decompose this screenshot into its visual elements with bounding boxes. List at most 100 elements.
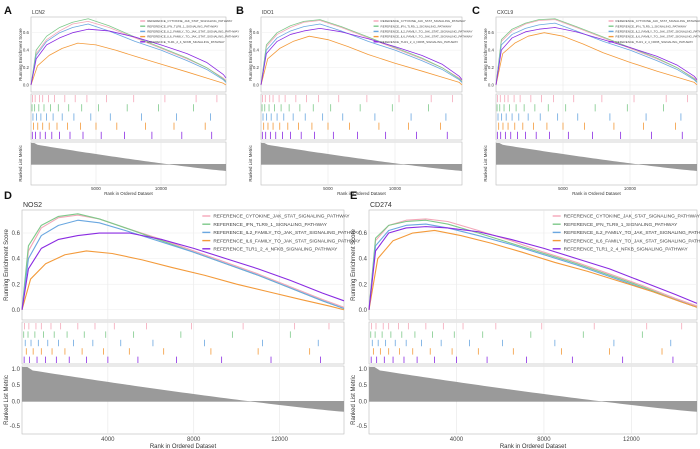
x-axis-label: Rank in Ordered Dataset (337, 191, 386, 196)
legend-label: REFERENCE_IL6_FAMILY_TO_JAK_STAT_SIGNALI… (564, 238, 700, 244)
legend-label: REFERENCE_IL2_FAMILY_TO_JAK_STAT_SIGNALI… (147, 29, 239, 33)
x-axis-label: Rank in Ordered Dataset (572, 191, 621, 196)
panel-title: NOS2 (23, 202, 42, 209)
panel-letter: D (4, 190, 12, 202)
hits-plot-frame (21, 321, 345, 365)
legend-label: REFERENCE_IFN_TLR9_1_SIGNALING_PATHWAY (213, 222, 327, 228)
ranked-metric-area (496, 143, 697, 171)
es-line-1 (21, 214, 345, 310)
legend-label: REFERENCE_IFN_TLR9_1_SIGNALING_PATHWAY (381, 24, 452, 28)
y-tick-label: 0.6 (488, 30, 495, 35)
y-tick-label: 0.6 (359, 231, 368, 237)
rank-axis-label: Ranked List Metric (248, 145, 253, 182)
legend-label: REFERENCE_IL6_FAMILY_TO_JAK_STAT_SIGNALI… (381, 35, 473, 39)
y-tick-label: 0.6 (12, 231, 21, 237)
main-plot-frame (368, 209, 698, 321)
y-axis-label: Running Enrichment Score (483, 28, 488, 81)
y-axis-label: Running Enrichment Score (248, 28, 253, 81)
legend-label: REFERENCE_CYTOKINE_JAK_STAT_SIGNALING_PA… (213, 214, 350, 220)
legend-label: REFERENCE_IL6_FAMILY_TO_JAK_STAT_SIGNALI… (213, 238, 361, 244)
x-axis-label: Rank in Ordered Dataset (500, 444, 567, 449)
x-tick-label: 8000 (187, 437, 201, 443)
legend-label: REFERENCE_IL2_FAMILY_TO_JAK_STAT_SIGNALI… (213, 230, 361, 236)
main-plot-frame (260, 16, 463, 93)
y-tick-label: 0.2 (23, 65, 30, 70)
panel-title: CXCL9 (497, 10, 513, 16)
rank-tick-label: 0.0 (359, 399, 368, 405)
ranked-metric-area (22, 367, 344, 412)
panel-letter: A (4, 5, 12, 17)
es-line-4 (30, 42, 227, 86)
x-tick-label: 10000 (389, 186, 402, 191)
legend-label: REFERENCE_IL2_FAMILY_TO_JAK_STAT_SIGNALI… (564, 230, 700, 236)
gsea-panel-d: D NOS2 4000 8000 12000 0.6 0.4 0.2 0.0 Running En… (4, 190, 361, 449)
y-tick-label: 0.0 (488, 83, 495, 88)
legend: REFERENCE_CYTOKINE_JAK_STAT_SIGNALING_PA… (373, 19, 473, 44)
es-line-2 (30, 18, 227, 86)
rank-tick-label: 0.0 (12, 399, 21, 405)
es-line-5 (260, 27, 463, 86)
main-plot-frame (21, 209, 345, 321)
legend: REFERENCE_CYTOKINE_JAK_STAT_SIGNALING_PA… (552, 214, 700, 252)
es-line-3 (260, 23, 463, 86)
legend-label: REFERENCE_CYTOKINE_JAK_STAT_SIGNALING_PA… (564, 214, 700, 220)
y-tick-label: 0.0 (12, 308, 21, 314)
hits-plot-frame (368, 321, 698, 365)
es-line-5 (21, 232, 345, 310)
legend-label: REFERENCE_TLR1_2_4_NFKB_SIGNALING_PATHWA… (147, 40, 225, 44)
hits-plot-frame (30, 93, 227, 141)
y-tick-label: 0.4 (359, 257, 368, 263)
x-tick-label: 10000 (155, 186, 168, 191)
x-tick-label: 4000 (101, 437, 115, 443)
panel-title: IDO1 (262, 10, 274, 16)
y-tick-label: 0.2 (12, 282, 21, 288)
legend-label: REFERENCE_TLR1_2_4_NFKB_SIGNALING_PATHWA… (616, 40, 694, 44)
legend-label: REFERENCE_IL6_FAMILY_TO_JAK_STAT_SIGNALI… (147, 35, 239, 39)
y-axis-label: Running Enrichment Score (18, 28, 23, 81)
y-tick-label: 0.6 (253, 30, 260, 35)
y-tick-label: 0.0 (253, 83, 260, 88)
y-tick-label: 0.4 (253, 48, 260, 53)
x-tick-label: 12000 (623, 437, 640, 443)
hits-plot-frame (495, 93, 698, 141)
panel-letter: C (472, 5, 480, 17)
es-line-3 (368, 223, 698, 310)
legend: REFERENCE_CYTOKINE_JAK_STAT_SIGNALING_PA… (202, 214, 361, 252)
es-line-3 (21, 219, 345, 310)
legend-label: REFERENCE_TLR1_2_4_NFKB_SIGNALING_PATHWA… (213, 246, 338, 252)
x-tick-label: 5000 (558, 186, 568, 191)
es-line-4 (368, 229, 698, 310)
legend: REFERENCE_CYTOKINE_JAK_STAT_SIGNALING_PA… (608, 19, 700, 44)
x-axis-label: Rank in Ordered Dataset (104, 191, 153, 196)
legend-label: REFERENCE_IL6_FAMILY_TO_JAK_STAT_SIGNALI… (616, 35, 700, 39)
rank-axis-label: Ranked List Metric (483, 145, 488, 182)
y-tick-label: 0.6 (23, 30, 30, 35)
es-line-2 (260, 19, 463, 86)
x-tick-label: 12000 (271, 437, 288, 443)
x-axis-label: Rank in Ordered Dataset (150, 444, 217, 449)
y-axis-label: Running Enrichment Score (351, 228, 357, 300)
legend-label: REFERENCE_TLR1_2_4_NFKB_SIGNALING_PATHWA… (564, 246, 689, 252)
panel-title: CD274 (370, 202, 392, 209)
y-tick-label: 0.4 (488, 48, 495, 53)
rank-axis-label: Ranked List Metric (18, 145, 23, 182)
y-tick-label: 0.0 (23, 83, 30, 88)
y-tick-label: 0.4 (12, 257, 21, 263)
es-line-5 (368, 226, 698, 310)
y-tick-label: 0.2 (488, 65, 495, 70)
legend-label: REFERENCE_CYTOKINE_JAK_STAT_SIGNALING_PA… (616, 19, 700, 23)
legend-label: REFERENCE_CYTOKINE_JAK_STAT_SIGNALING_PA… (381, 19, 466, 23)
legend-label: REFERENCE_TLR1_2_4_NFKB_SIGNALING_PATHWA… (381, 40, 459, 44)
legend-label: REFERENCE_CYTOKINE_JAK_STAT_SIGNALING_PA… (147, 19, 232, 23)
rank-axis-label: Ranked List Metric (4, 375, 10, 425)
y-tick-label: 0.4 (23, 48, 30, 53)
rank-tick-label: 1.0 (12, 367, 21, 373)
x-tick-label: 4000 (450, 437, 464, 443)
ranked-metric-area (261, 143, 462, 171)
ranked-metric-area (369, 367, 697, 412)
es-line-4 (21, 250, 345, 311)
panel-letter: E (350, 190, 357, 202)
